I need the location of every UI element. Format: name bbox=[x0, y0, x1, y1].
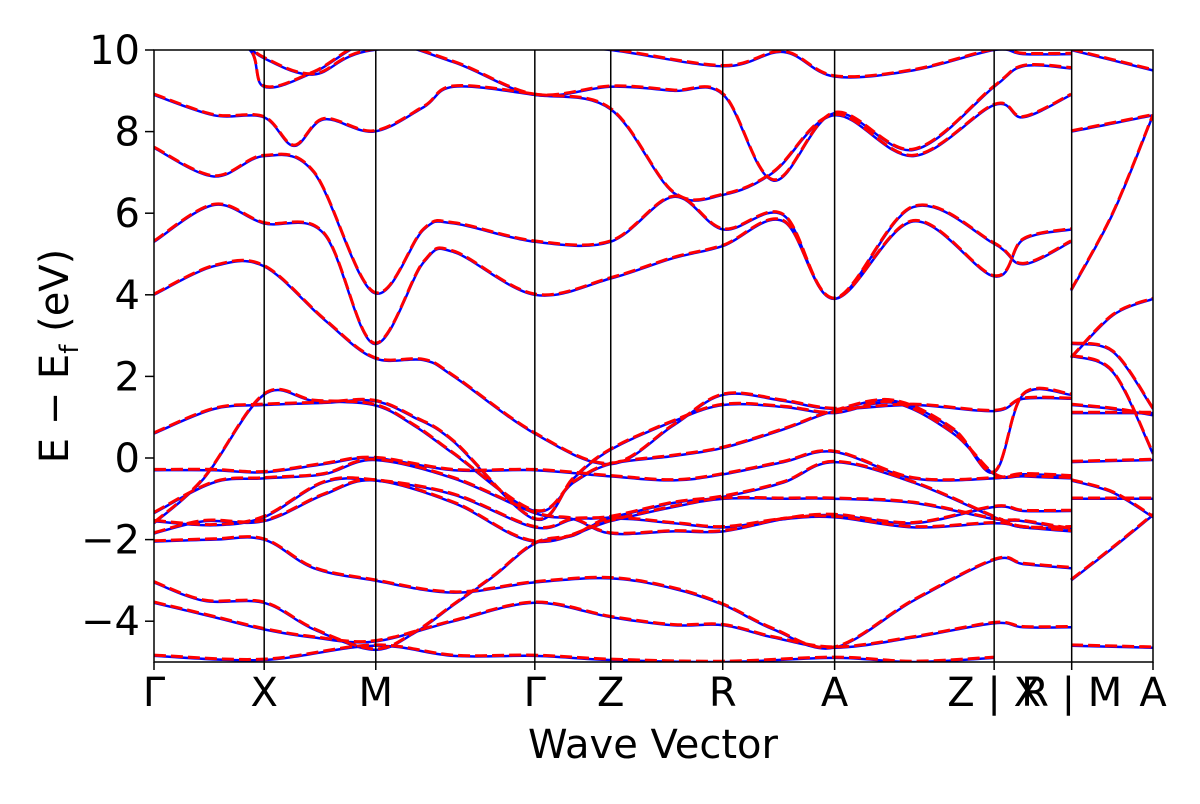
x-tick-label: A bbox=[1139, 670, 1167, 716]
y-tick-label: 8 bbox=[115, 110, 140, 156]
band-line bbox=[154, 496, 1153, 650]
x-tick-label: R | M bbox=[1021, 670, 1122, 716]
y-axis-label-sub: f bbox=[55, 344, 85, 354]
band-line bbox=[154, 342, 1153, 525]
x-tick-label: Z | X bbox=[947, 670, 1041, 716]
band-line bbox=[250, 50, 1072, 79]
y-tick-label: 10 bbox=[89, 28, 140, 74]
y-tick-label: 6 bbox=[115, 191, 140, 237]
y-axis-label-tail: (eV) bbox=[32, 249, 78, 345]
band-line bbox=[248, 50, 1072, 182]
plot-frame bbox=[153, 49, 1154, 663]
band-line bbox=[154, 458, 1153, 530]
band-line bbox=[154, 113, 1153, 300]
x-tick-label: M bbox=[359, 670, 394, 716]
series-solid bbox=[154, 50, 1153, 662]
kpoint-lines bbox=[263, 50, 1073, 662]
band-line bbox=[154, 353, 1153, 521]
y-axis-label: E − Ef (eV) bbox=[32, 249, 85, 464]
band-line bbox=[154, 114, 1153, 346]
band-line bbox=[250, 50, 1072, 79]
x-tick-label: X bbox=[250, 670, 277, 716]
band-line bbox=[154, 478, 1153, 543]
band-line bbox=[154, 114, 1153, 301]
y-tick-label: 0 bbox=[115, 436, 140, 482]
y-tick-label: −4 bbox=[81, 599, 140, 645]
y-tick-label: 4 bbox=[115, 273, 140, 319]
x-tick-label: Z bbox=[597, 670, 624, 716]
x-tick-label: A bbox=[821, 670, 849, 716]
band-line bbox=[154, 259, 1153, 466]
y-axis: −4 −2 0 2 4 6 8 10 bbox=[81, 28, 154, 645]
band-line bbox=[154, 402, 1153, 482]
y-axis-label-main: E − E bbox=[32, 354, 78, 464]
band-line bbox=[154, 513, 1153, 651]
band-line bbox=[154, 113, 1153, 345]
series-dashed bbox=[154, 50, 1153, 662]
band-line bbox=[154, 341, 1153, 524]
y-tick-label: 2 bbox=[115, 354, 140, 400]
y-tick-label: −2 bbox=[81, 518, 140, 564]
x-axis-label: Wave Vector bbox=[528, 722, 779, 768]
band-line bbox=[154, 403, 1153, 482]
band-line bbox=[154, 258, 1153, 465]
x-axis: Γ X M Γ Z R A Z | XR | M A bbox=[143, 662, 1167, 716]
band-line bbox=[154, 643, 995, 662]
band-line bbox=[154, 457, 1153, 529]
bands-layer bbox=[154, 50, 1153, 662]
x-tick-label: R bbox=[709, 670, 737, 716]
band-line bbox=[154, 600, 1153, 649]
x-tick-label: Γ bbox=[524, 670, 547, 716]
band-line bbox=[154, 411, 1153, 536]
x-tick-label: Γ bbox=[143, 670, 166, 716]
